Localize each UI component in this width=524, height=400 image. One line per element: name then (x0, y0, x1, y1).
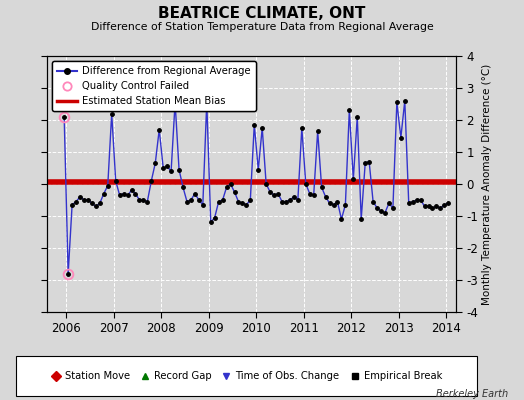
Y-axis label: Monthly Temperature Anomaly Difference (°C): Monthly Temperature Anomaly Difference (… (482, 63, 493, 305)
FancyBboxPatch shape (16, 356, 477, 396)
Text: BEATRICE CLIMATE, ONT: BEATRICE CLIMATE, ONT (158, 6, 366, 21)
Legend: Difference from Regional Average, Quality Control Failed, Estimated Station Mean: Difference from Regional Average, Qualit… (52, 61, 256, 111)
Text: Difference of Station Temperature Data from Regional Average: Difference of Station Temperature Data f… (91, 22, 433, 32)
Text: Berkeley Earth: Berkeley Earth (436, 389, 508, 399)
Legend: Station Move, Record Gap, Time of Obs. Change, Empirical Break: Station Move, Record Gap, Time of Obs. C… (48, 368, 445, 384)
